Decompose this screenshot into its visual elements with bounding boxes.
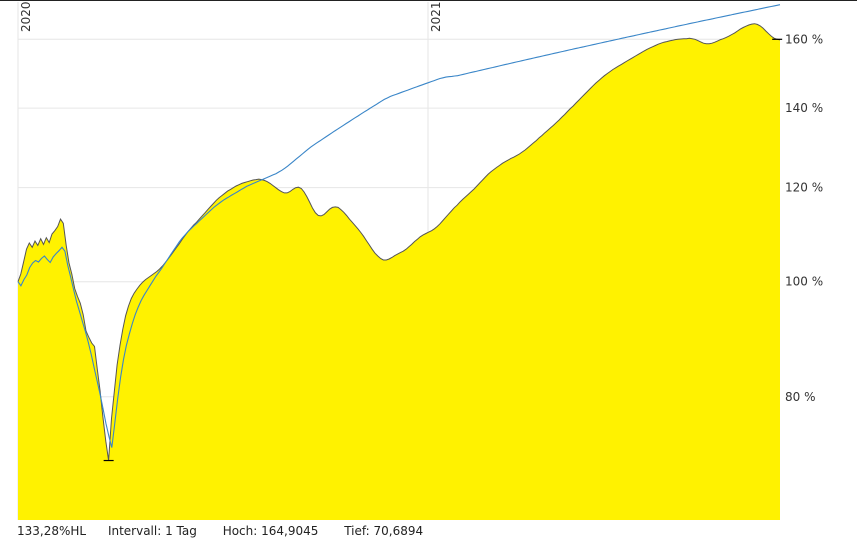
marker-layer xyxy=(103,38,783,462)
area-layer xyxy=(17,23,781,520)
x-axis-labels: 2020 2021 xyxy=(19,1,443,32)
y-tick-label: 140 % xyxy=(785,101,823,115)
y-axis-labels: 80 % 100 % 120 % 140 % 160 % xyxy=(785,32,823,403)
y-tick-label: 100 % xyxy=(785,275,823,289)
high-value: Hoch: 164,9045 xyxy=(222,524,319,538)
line-layer xyxy=(17,4,781,448)
y-tick-label: 80 % xyxy=(785,390,816,404)
current-value: 133,28%HL xyxy=(17,524,87,538)
x-tick-label: 2021 xyxy=(429,1,443,32)
series-area-fill xyxy=(18,23,780,520)
y-tick-label: 120 % xyxy=(785,181,823,195)
x-tick-label: 2020 xyxy=(19,1,33,32)
interval-label: Intervall: 1 Tag xyxy=(107,524,197,538)
low-value: Tief: 70,6894 xyxy=(344,524,424,538)
performance-chart: 2020 2021 80 % 100 % 120 % 140 % 160 % xyxy=(0,0,857,520)
series-area-line xyxy=(17,23,781,461)
series-compare-line xyxy=(17,4,781,448)
y-tick-label: 160 % xyxy=(785,32,823,46)
chart-footer: 133,28%HL Intervall: 1 Tag Hoch: 164,904… xyxy=(17,524,445,538)
